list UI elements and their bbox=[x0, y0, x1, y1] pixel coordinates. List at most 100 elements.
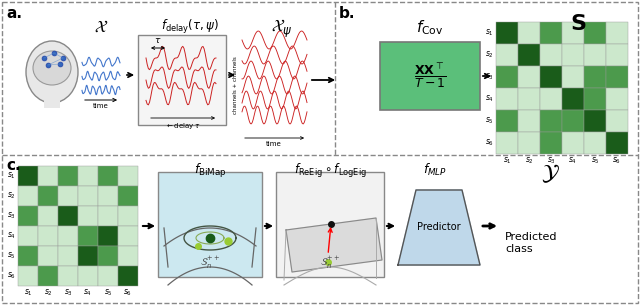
Text: $s_3$: $s_3$ bbox=[7, 211, 16, 221]
Text: $s_4$: $s_4$ bbox=[485, 94, 494, 104]
Bar bbox=[496, 22, 518, 44]
Bar bbox=[496, 88, 518, 110]
Bar bbox=[78, 206, 98, 226]
Bar bbox=[562, 132, 584, 154]
Text: $s_6$: $s_6$ bbox=[612, 156, 621, 167]
Text: $f_{\rm Cov}$: $f_{\rm Cov}$ bbox=[417, 18, 444, 37]
Bar bbox=[540, 88, 562, 110]
Bar bbox=[606, 66, 628, 88]
Bar bbox=[58, 166, 78, 186]
Text: $\mathcal{X}$: $\mathcal{X}$ bbox=[94, 18, 108, 36]
Bar bbox=[496, 66, 518, 88]
Text: Predicted
class: Predicted class bbox=[505, 232, 557, 253]
Text: a.: a. bbox=[6, 6, 22, 21]
Text: c.: c. bbox=[6, 158, 20, 173]
Text: $s_4$: $s_4$ bbox=[568, 156, 577, 167]
Text: $s_1$: $s_1$ bbox=[502, 156, 511, 167]
Ellipse shape bbox=[26, 41, 78, 103]
Bar bbox=[606, 132, 628, 154]
Bar bbox=[78, 186, 98, 206]
Bar bbox=[118, 166, 138, 186]
Text: $s_5$: $s_5$ bbox=[104, 288, 113, 299]
Text: $s_4$: $s_4$ bbox=[7, 231, 16, 241]
Bar bbox=[118, 206, 138, 226]
Bar bbox=[606, 88, 628, 110]
Bar bbox=[18, 186, 38, 206]
Bar bbox=[518, 132, 540, 154]
Text: Predictor: Predictor bbox=[417, 223, 461, 232]
Ellipse shape bbox=[33, 51, 71, 85]
Text: $s_5$: $s_5$ bbox=[7, 251, 16, 261]
Bar bbox=[98, 266, 118, 286]
Bar bbox=[518, 110, 540, 132]
Polygon shape bbox=[398, 190, 480, 265]
Text: b.: b. bbox=[339, 6, 355, 21]
Bar bbox=[584, 132, 606, 154]
Bar bbox=[518, 88, 540, 110]
Text: $s_5$: $s_5$ bbox=[485, 116, 494, 126]
Text: $f_{\rm delay}(\tau,\psi)$: $f_{\rm delay}(\tau,\psi)$ bbox=[161, 18, 219, 36]
Bar bbox=[584, 44, 606, 66]
Bar bbox=[562, 110, 584, 132]
Bar bbox=[540, 66, 562, 88]
Text: $\leftarrow$delay $\tau$: $\leftarrow$delay $\tau$ bbox=[165, 121, 201, 131]
Bar bbox=[118, 246, 138, 266]
Bar bbox=[18, 246, 38, 266]
Bar bbox=[584, 88, 606, 110]
Text: $\mathcal{Y}$: $\mathcal{Y}$ bbox=[541, 162, 559, 185]
Bar bbox=[38, 246, 58, 266]
Text: $\mathcal{S}_n^{++}$: $\mathcal{S}_n^{++}$ bbox=[200, 255, 220, 271]
Bar bbox=[540, 22, 562, 44]
Polygon shape bbox=[286, 218, 382, 272]
Bar bbox=[58, 186, 78, 206]
Bar bbox=[606, 22, 628, 44]
Bar bbox=[98, 246, 118, 266]
Bar bbox=[606, 44, 628, 66]
Bar bbox=[496, 110, 518, 132]
Bar bbox=[38, 226, 58, 246]
Text: $s_2$: $s_2$ bbox=[7, 191, 16, 201]
Bar bbox=[158, 172, 262, 277]
Bar bbox=[540, 132, 562, 154]
Text: $s_2$: $s_2$ bbox=[44, 288, 52, 299]
Bar bbox=[276, 172, 384, 277]
Bar bbox=[58, 206, 78, 226]
Text: $\mathcal{X}_\psi$: $\mathcal{X}_\psi$ bbox=[271, 18, 292, 40]
Bar bbox=[38, 206, 58, 226]
Bar bbox=[562, 88, 584, 110]
Text: $s_2$: $s_2$ bbox=[525, 156, 533, 167]
Bar bbox=[38, 186, 58, 206]
Bar bbox=[584, 110, 606, 132]
Text: $s_6$: $s_6$ bbox=[7, 271, 16, 281]
Bar bbox=[518, 22, 540, 44]
Bar bbox=[18, 226, 38, 246]
Text: channels + channels: channels + channels bbox=[233, 56, 238, 114]
Bar bbox=[518, 44, 540, 66]
Bar bbox=[58, 266, 78, 286]
Bar bbox=[380, 42, 480, 110]
Bar bbox=[38, 166, 58, 186]
Bar bbox=[540, 44, 562, 66]
Bar bbox=[78, 246, 98, 266]
Text: $s_3$: $s_3$ bbox=[63, 288, 72, 299]
Bar bbox=[98, 206, 118, 226]
Text: $s_2$: $s_2$ bbox=[485, 50, 494, 60]
Text: $f_{\rm BiMap}$: $f_{\rm BiMap}$ bbox=[194, 162, 227, 180]
Bar bbox=[78, 226, 98, 246]
Bar bbox=[44, 96, 60, 108]
Text: time: time bbox=[266, 141, 282, 147]
Bar bbox=[18, 266, 38, 286]
Bar bbox=[540, 110, 562, 132]
Bar bbox=[562, 66, 584, 88]
Bar bbox=[118, 226, 138, 246]
Text: $s_3$: $s_3$ bbox=[485, 72, 494, 82]
Bar bbox=[78, 166, 98, 186]
Text: $s_1$: $s_1$ bbox=[7, 171, 16, 181]
Bar bbox=[562, 44, 584, 66]
Bar bbox=[138, 35, 226, 125]
Text: $\mathbf{S}$: $\mathbf{S}$ bbox=[570, 14, 586, 34]
Text: $s_1$: $s_1$ bbox=[485, 28, 494, 38]
Text: $s_5$: $s_5$ bbox=[591, 156, 600, 167]
Text: $\tau$: $\tau$ bbox=[154, 36, 162, 45]
Text: $\dfrac{\mathbf{XX}^\top}{T-1}$: $\dfrac{\mathbf{XX}^\top}{T-1}$ bbox=[413, 62, 447, 91]
